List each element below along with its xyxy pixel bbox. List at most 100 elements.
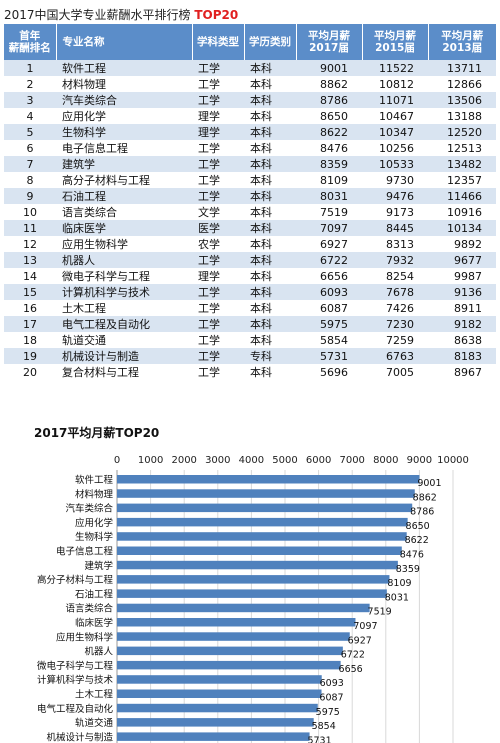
category-label: 轨道交通 [75, 717, 114, 729]
x-tick-label: 2000 [171, 455, 196, 466]
col-header-discipline: 学科类型 [192, 24, 245, 60]
chart-bars [117, 475, 420, 741]
salary-2015-cell: 9173 [362, 204, 428, 220]
discipline-cell: 工学 [192, 252, 244, 268]
data-label: 8109 [387, 578, 411, 589]
data-label: 8359 [396, 564, 420, 575]
table-body: 1 软件工程 工学 本科 9001 11522 13711 2 材料物理 工学 本科 8862 1081… [4, 60, 496, 380]
category-label: 石油工程 [75, 588, 114, 600]
category-label: 应用化学 [75, 517, 113, 529]
bar [117, 489, 415, 498]
salary-2013-cell: 13506 [428, 92, 496, 108]
degree-cell: 本科 [244, 284, 296, 300]
bar [117, 618, 356, 627]
x-tick-label: 1000 [138, 455, 163, 466]
data-label: 8476 [400, 550, 424, 561]
major-cell: 复合材料与工程 [56, 364, 192, 380]
salary-2015-cell: 8445 [362, 220, 428, 236]
bar [117, 632, 350, 641]
category-label: 机器人 [84, 646, 113, 658]
degree-cell: 本科 [244, 364, 296, 380]
table-row: 1 软件工程 工学 本科 9001 11522 13711 [4, 60, 496, 76]
salary-2015-cell: 10812 [362, 76, 428, 92]
data-label: 6722 [341, 650, 365, 661]
major-cell: 电气工程及自动化 [56, 316, 192, 332]
x-tick-label: 3000 [205, 455, 230, 466]
major-cell: 计算机科学与技术 [56, 284, 192, 300]
rank-cell: 13 [4, 252, 56, 268]
salary-2013-cell: 13482 [428, 156, 496, 172]
page-title-accent: TOP20 [194, 8, 239, 22]
table-row: 18 轨道交通 工学 本科 5854 7259 8638 [4, 332, 496, 348]
chart-title: 2017平均月薪TOP20 [34, 426, 160, 440]
table-row: 2 材料物理 工学 本科 8862 10812 12866 [4, 76, 496, 92]
category-label: 微电子科学与工程 [37, 660, 114, 672]
category-label: 应用生物科学 [56, 631, 113, 643]
table-row: 10 语言类综合 文学 本科 7519 9173 10916 [4, 204, 496, 220]
salary-2017-cell: 9001 [296, 60, 362, 76]
salary-2013-cell: 13188 [428, 108, 496, 124]
bar [117, 517, 408, 527]
degree-cell: 本科 [244, 76, 296, 92]
degree-cell: 本科 [244, 108, 296, 124]
salary-2017-cell: 5731 [296, 348, 362, 364]
bar [117, 575, 390, 584]
salary-2017-cell: 6722 [296, 252, 362, 268]
degree-cell: 本科 [244, 60, 296, 76]
rank-cell: 6 [4, 140, 56, 156]
rank-cell: 17 [4, 316, 56, 332]
category-label: 土木工程 [75, 689, 114, 701]
degree-cell: 专科 [244, 348, 296, 364]
data-label: 6927 [348, 635, 372, 646]
salary-2013-cell: 8638 [428, 332, 496, 348]
bar [117, 675, 322, 684]
degree-cell: 本科 [244, 252, 296, 268]
rank-cell: 10 [4, 204, 56, 220]
discipline-cell: 医学 [192, 220, 244, 236]
rank-cell: 20 [4, 364, 56, 380]
rank-cell: 14 [4, 268, 56, 284]
salary-2017-cell: 8862 [296, 76, 362, 92]
data-label: 6656 [339, 664, 363, 675]
discipline-cell: 农学 [192, 236, 244, 252]
salary-2017-cell: 6656 [296, 268, 362, 284]
discipline-cell: 工学 [192, 348, 244, 364]
bar [117, 589, 387, 598]
col-header-salary-2013: 平均月薪 2013届 [428, 24, 496, 60]
major-cell: 建筑学 [56, 156, 192, 172]
category-label: 临床医学 [75, 617, 113, 629]
x-tick-label: 8000 [373, 455, 398, 466]
table-row: 16 土木工程 工学 本科 6087 7426 8911 [4, 300, 496, 316]
rank-cell: 11 [4, 220, 56, 236]
salary-2017-cell: 8031 [296, 188, 362, 204]
data-label: 8650 [406, 521, 430, 532]
salary-2017-cell: 8650 [296, 108, 362, 124]
category-label: 高分子材料与工程 [37, 574, 114, 586]
chart-category-labels: 软件工程材料物理汽车类综合应用化学生物科学电子信息工程建筑学高分子材料与工程石油… [37, 474, 114, 743]
rank-cell: 1 [4, 60, 56, 76]
salary-2015-cell: 9476 [362, 188, 428, 204]
rank-cell: 7 [4, 156, 56, 172]
discipline-cell: 工学 [192, 60, 244, 76]
table-header-row: 首年 薪酬排名 专业名称 学科类型 学历类别 平均月薪 2017届 平均月薪 2015… [4, 24, 496, 60]
bar [117, 646, 343, 656]
data-label: 8862 [413, 492, 437, 503]
salary-2017-cell: 8109 [296, 172, 362, 188]
category-label: 汽车类综合 [65, 503, 113, 515]
discipline-cell: 工学 [192, 332, 244, 348]
salary-2015-cell: 7230 [362, 316, 428, 332]
major-cell: 土木工程 [56, 300, 192, 316]
bar [117, 660, 341, 670]
salary-2015-cell: 10256 [362, 140, 428, 156]
table-row: 15 计算机科学与技术 工学 本科 6093 7678 9136 [4, 284, 496, 300]
salary-2017-cell: 7097 [296, 220, 362, 236]
bar [117, 560, 398, 570]
rank-cell: 18 [4, 332, 56, 348]
major-cell: 高分子材料与工程 [56, 172, 192, 188]
degree-cell: 本科 [244, 236, 296, 252]
table-row: 4 应用化学 理学 本科 8650 10467 13188 [4, 108, 496, 124]
col-header-major: 专业名称 [56, 24, 193, 60]
chart-x-ticks: 0 1000 2000 3000 4000 5000 6000 7000 8000 9000 100… [114, 455, 469, 466]
table-row: 13 机器人 工学 本科 6722 7932 9677 [4, 252, 496, 268]
salary-2013-cell: 10916 [428, 204, 496, 220]
